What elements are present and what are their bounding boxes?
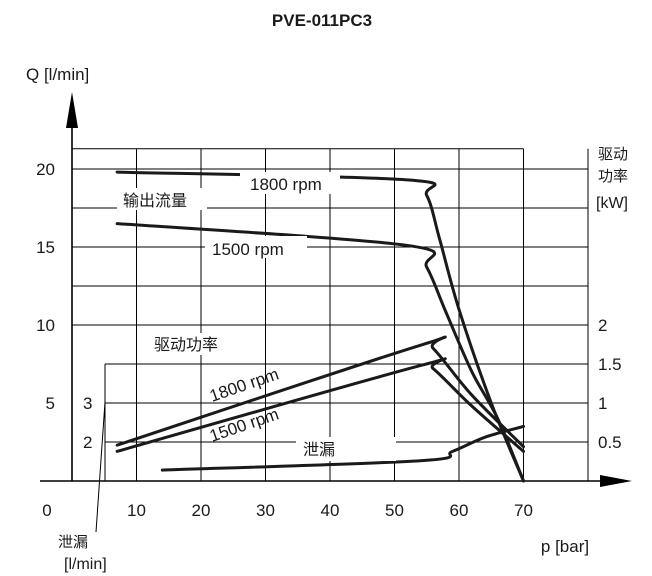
right-tick-label: 1: [598, 394, 607, 413]
label-power-1800: 1800 rpm: [207, 364, 281, 405]
y-tick-label: 20: [36, 160, 55, 179]
leak-axis-unit: [l/min]: [64, 556, 107, 573]
x-tick-label: 0: [42, 501, 51, 520]
x-tick-label: 20: [192, 501, 211, 520]
chart-title: PVE-011PC3: [272, 11, 372, 30]
leak-tick-label: 2: [83, 433, 92, 452]
x-axis-label: p [bar]: [541, 537, 589, 556]
annotation-power: 驱动功率: [154, 335, 218, 354]
curve-labels: 输出流量 1800 rpm 1500 rpm 驱动功率 1800 rpm 150…: [117, 172, 396, 461]
right-tick-label: 1.5: [598, 355, 622, 374]
y-axis-arrow: [66, 92, 78, 128]
leak-axis-label-line1: 泄漏: [58, 533, 88, 551]
y-tick-label: 15: [36, 238, 55, 257]
right-axis-label-line2: 功率: [598, 167, 628, 185]
right-tick-label: 2: [598, 316, 607, 335]
annotation-flow: 输出流量: [123, 191, 187, 210]
right-axis-label-line1: 驱动: [598, 145, 628, 163]
y-tick-label: 10: [36, 316, 55, 335]
x-tick-label: 40: [321, 501, 340, 520]
annotation-leak: 泄漏: [303, 440, 335, 459]
series-curves: [115, 170, 525, 483]
axes: [40, 92, 632, 487]
x-axis-arrow: [600, 475, 632, 487]
x-tick-label: 30: [256, 501, 275, 520]
right-axis-unit: [kW]: [596, 195, 628, 212]
label-flow-1500: 1500 rpm: [212, 240, 284, 259]
series-leak-4: [160, 424, 525, 472]
x-tick-label: 60: [450, 501, 469, 520]
x-tick-label: 50: [385, 501, 404, 520]
label-flow-1800: 1800 rpm: [250, 175, 322, 194]
right-tick-label: 0.5: [598, 433, 622, 452]
series-flow-1: [115, 222, 525, 483]
y-axis-label: Q [l/min]: [26, 65, 89, 84]
grid: [72, 148, 589, 481]
series-power-3: [115, 357, 525, 453]
x-tick-label: 10: [127, 501, 146, 520]
tick-labels: 0 10 20 30 40 50 60 70 5 10 15 20 2 1.5 1 0.5 3 2: [36, 160, 622, 520]
y-tick-label: 5: [46, 394, 55, 413]
leak-label-pointer: [95, 401, 106, 533]
leak-tick-label: 3: [83, 394, 92, 413]
series-power-2: [115, 335, 525, 449]
x-tick-label: 70: [514, 501, 533, 520]
